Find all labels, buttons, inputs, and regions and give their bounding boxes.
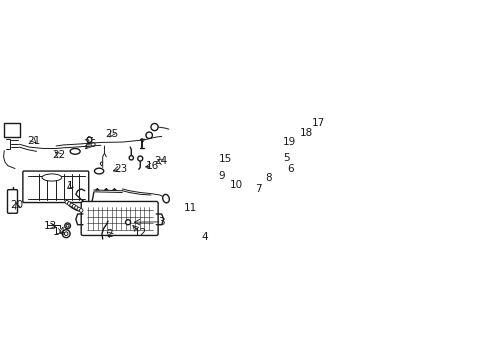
Circle shape <box>62 230 70 238</box>
Text: 22: 22 <box>52 150 65 160</box>
Circle shape <box>125 220 130 225</box>
Circle shape <box>75 206 78 210</box>
Text: 7: 7 <box>255 184 261 194</box>
Text: 8: 8 <box>264 173 271 183</box>
Circle shape <box>229 190 235 195</box>
Text: 13: 13 <box>44 221 57 231</box>
Circle shape <box>64 223 70 229</box>
Text: 15: 15 <box>218 154 231 164</box>
Text: 19: 19 <box>283 138 296 148</box>
Circle shape <box>79 209 83 212</box>
Circle shape <box>138 156 142 161</box>
Text: 17: 17 <box>311 118 325 129</box>
Text: 14: 14 <box>52 227 65 237</box>
Circle shape <box>66 224 69 227</box>
Ellipse shape <box>87 137 92 143</box>
Ellipse shape <box>248 187 254 198</box>
Text: 21: 21 <box>27 136 40 146</box>
Circle shape <box>77 207 81 211</box>
Ellipse shape <box>249 189 252 196</box>
Text: 3: 3 <box>158 217 164 227</box>
Circle shape <box>65 201 68 204</box>
Text: 10: 10 <box>229 180 242 190</box>
Circle shape <box>67 202 71 205</box>
Circle shape <box>70 203 73 207</box>
Text: 23: 23 <box>114 163 127 174</box>
FancyBboxPatch shape <box>268 161 283 181</box>
Circle shape <box>129 156 133 160</box>
FancyBboxPatch shape <box>4 123 20 138</box>
Text: 11: 11 <box>183 203 197 213</box>
FancyBboxPatch shape <box>7 190 18 213</box>
Circle shape <box>146 132 152 139</box>
Circle shape <box>64 232 68 235</box>
Text: 1: 1 <box>67 181 74 191</box>
Text: 12: 12 <box>133 228 146 238</box>
Text: 4: 4 <box>201 231 207 242</box>
Text: 9: 9 <box>218 171 224 181</box>
Ellipse shape <box>239 187 245 198</box>
FancyBboxPatch shape <box>81 202 158 235</box>
Text: 2: 2 <box>106 229 113 239</box>
Text: 24: 24 <box>154 156 167 166</box>
Ellipse shape <box>256 188 263 198</box>
Ellipse shape <box>70 149 80 154</box>
Circle shape <box>72 204 76 208</box>
Text: 16: 16 <box>146 161 159 171</box>
Text: 20: 20 <box>10 200 23 210</box>
Ellipse shape <box>163 194 169 203</box>
FancyBboxPatch shape <box>23 171 88 203</box>
Text: 26: 26 <box>83 139 97 149</box>
Ellipse shape <box>42 174 61 181</box>
Text: 6: 6 <box>286 164 293 174</box>
Circle shape <box>227 188 237 198</box>
Ellipse shape <box>94 168 103 174</box>
Text: 25: 25 <box>105 129 118 139</box>
Text: 18: 18 <box>299 128 312 138</box>
Ellipse shape <box>240 189 244 196</box>
Text: 5: 5 <box>283 153 290 163</box>
Circle shape <box>151 123 158 131</box>
